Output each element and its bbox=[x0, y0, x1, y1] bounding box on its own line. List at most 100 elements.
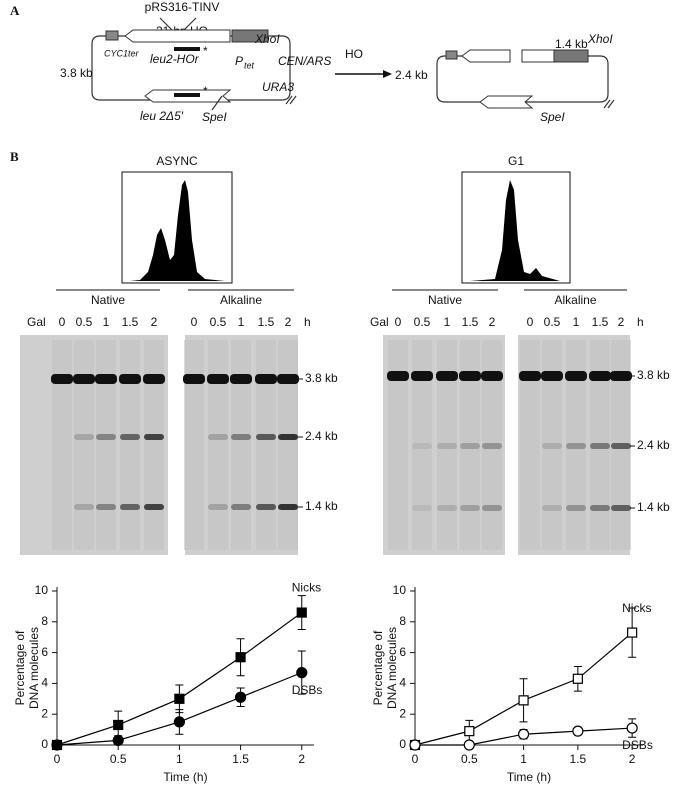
lane bbox=[120, 340, 140, 550]
lane-label: 1.5 bbox=[592, 315, 609, 329]
probe bbox=[174, 93, 200, 97]
size-label: 2.4 kb bbox=[395, 68, 428, 82]
lane bbox=[437, 340, 457, 550]
band bbox=[256, 504, 276, 510]
lane-label: 1.5 bbox=[462, 315, 479, 329]
x-tick-label: 0.5 bbox=[110, 752, 127, 766]
y-tick-label: 10 bbox=[393, 583, 407, 597]
band bbox=[256, 434, 276, 440]
group-label: Alkaline bbox=[554, 293, 596, 307]
band bbox=[144, 504, 164, 510]
marker bbox=[113, 719, 124, 731]
marker bbox=[409, 739, 421, 751]
band bbox=[482, 443, 502, 449]
gene-label: P bbox=[235, 54, 243, 68]
band bbox=[74, 504, 94, 510]
marker bbox=[173, 716, 185, 728]
facs-title: G1 bbox=[508, 154, 524, 168]
plasmid-left bbox=[91, 35, 291, 101]
size-marker: 1.4 kb bbox=[305, 499, 338, 513]
lane bbox=[520, 340, 540, 550]
leu2d-arrow bbox=[479, 95, 534, 109]
lane bbox=[74, 340, 94, 550]
series-label: Nicks bbox=[292, 581, 321, 595]
band bbox=[436, 371, 458, 381]
band bbox=[95, 374, 117, 384]
band bbox=[590, 505, 610, 511]
x-axis-label: Time (h) bbox=[507, 770, 551, 784]
probe bbox=[174, 47, 200, 51]
lane-label: 2 bbox=[489, 315, 496, 329]
pointer bbox=[211, 95, 223, 111]
gene-label: tet bbox=[244, 60, 255, 70]
band bbox=[611, 443, 631, 449]
lane-label: 0 bbox=[395, 315, 402, 329]
marker bbox=[51, 739, 63, 751]
marker bbox=[627, 627, 638, 638]
marker bbox=[464, 726, 475, 737]
band bbox=[566, 505, 586, 511]
size-label: 1.4 kb bbox=[555, 37, 588, 51]
series-label: Nicks bbox=[622, 601, 651, 615]
group-label: Native bbox=[428, 293, 462, 307]
band bbox=[437, 505, 457, 511]
marker bbox=[572, 673, 583, 684]
band bbox=[482, 505, 502, 511]
band bbox=[183, 374, 205, 384]
band bbox=[207, 374, 229, 384]
band bbox=[459, 371, 481, 381]
lane bbox=[256, 340, 276, 550]
y-axis-label: Percentage of bbox=[371, 630, 385, 705]
marker bbox=[463, 739, 475, 751]
band bbox=[611, 505, 631, 511]
cyc-box bbox=[445, 50, 458, 60]
y-tick-label: 6 bbox=[399, 645, 406, 659]
site-label: SpeI bbox=[540, 110, 565, 124]
lane bbox=[144, 340, 164, 550]
band bbox=[541, 371, 563, 381]
gene-label: leu 2Δ5′ bbox=[140, 109, 184, 123]
group-label: Native bbox=[91, 293, 125, 307]
band bbox=[74, 434, 94, 440]
lane-label: 0.5 bbox=[414, 315, 431, 329]
plasmid-right bbox=[436, 55, 609, 103]
plasmid-name: pRS316-TINV bbox=[145, 0, 220, 14]
y-tick-label: 2 bbox=[41, 706, 48, 720]
unit-label: h bbox=[304, 315, 311, 329]
cyc-box bbox=[105, 30, 119, 41]
panel-label: A bbox=[10, 3, 20, 18]
size-marker: 3.8 kb bbox=[305, 371, 338, 385]
panel-label: B bbox=[10, 149, 19, 164]
y-tick-label: 0 bbox=[399, 737, 406, 751]
marker bbox=[112, 734, 124, 746]
marker bbox=[174, 693, 185, 704]
lane-label: 1 bbox=[444, 315, 451, 329]
lane bbox=[482, 340, 502, 550]
lane bbox=[231, 340, 251, 550]
lane-label: 1.5 bbox=[122, 315, 139, 329]
lane-label: 1 bbox=[238, 315, 245, 329]
band bbox=[542, 443, 562, 449]
marker bbox=[572, 725, 584, 737]
ptet-box bbox=[231, 29, 269, 43]
y-tick-label: 10 bbox=[35, 583, 49, 597]
band bbox=[120, 504, 140, 510]
y-tick-label: 0 bbox=[41, 737, 48, 751]
star: * bbox=[203, 84, 208, 98]
band bbox=[412, 443, 432, 449]
band bbox=[51, 374, 73, 384]
x-tick-label: 2 bbox=[298, 752, 305, 766]
lane bbox=[96, 340, 116, 550]
lane-label: 0.5 bbox=[76, 315, 93, 329]
lane-label: 1.5 bbox=[258, 315, 275, 329]
band bbox=[481, 371, 503, 381]
x-tick-label: 0 bbox=[412, 752, 419, 766]
y-axis-label: DNA molecules bbox=[27, 627, 41, 709]
x-tick-label: 0 bbox=[54, 752, 61, 766]
y-axis-label: DNA molecules bbox=[385, 627, 399, 709]
band bbox=[519, 371, 541, 381]
marker bbox=[518, 695, 529, 706]
site-label: SpeI bbox=[202, 110, 227, 124]
band bbox=[119, 374, 141, 384]
lane bbox=[566, 340, 586, 550]
